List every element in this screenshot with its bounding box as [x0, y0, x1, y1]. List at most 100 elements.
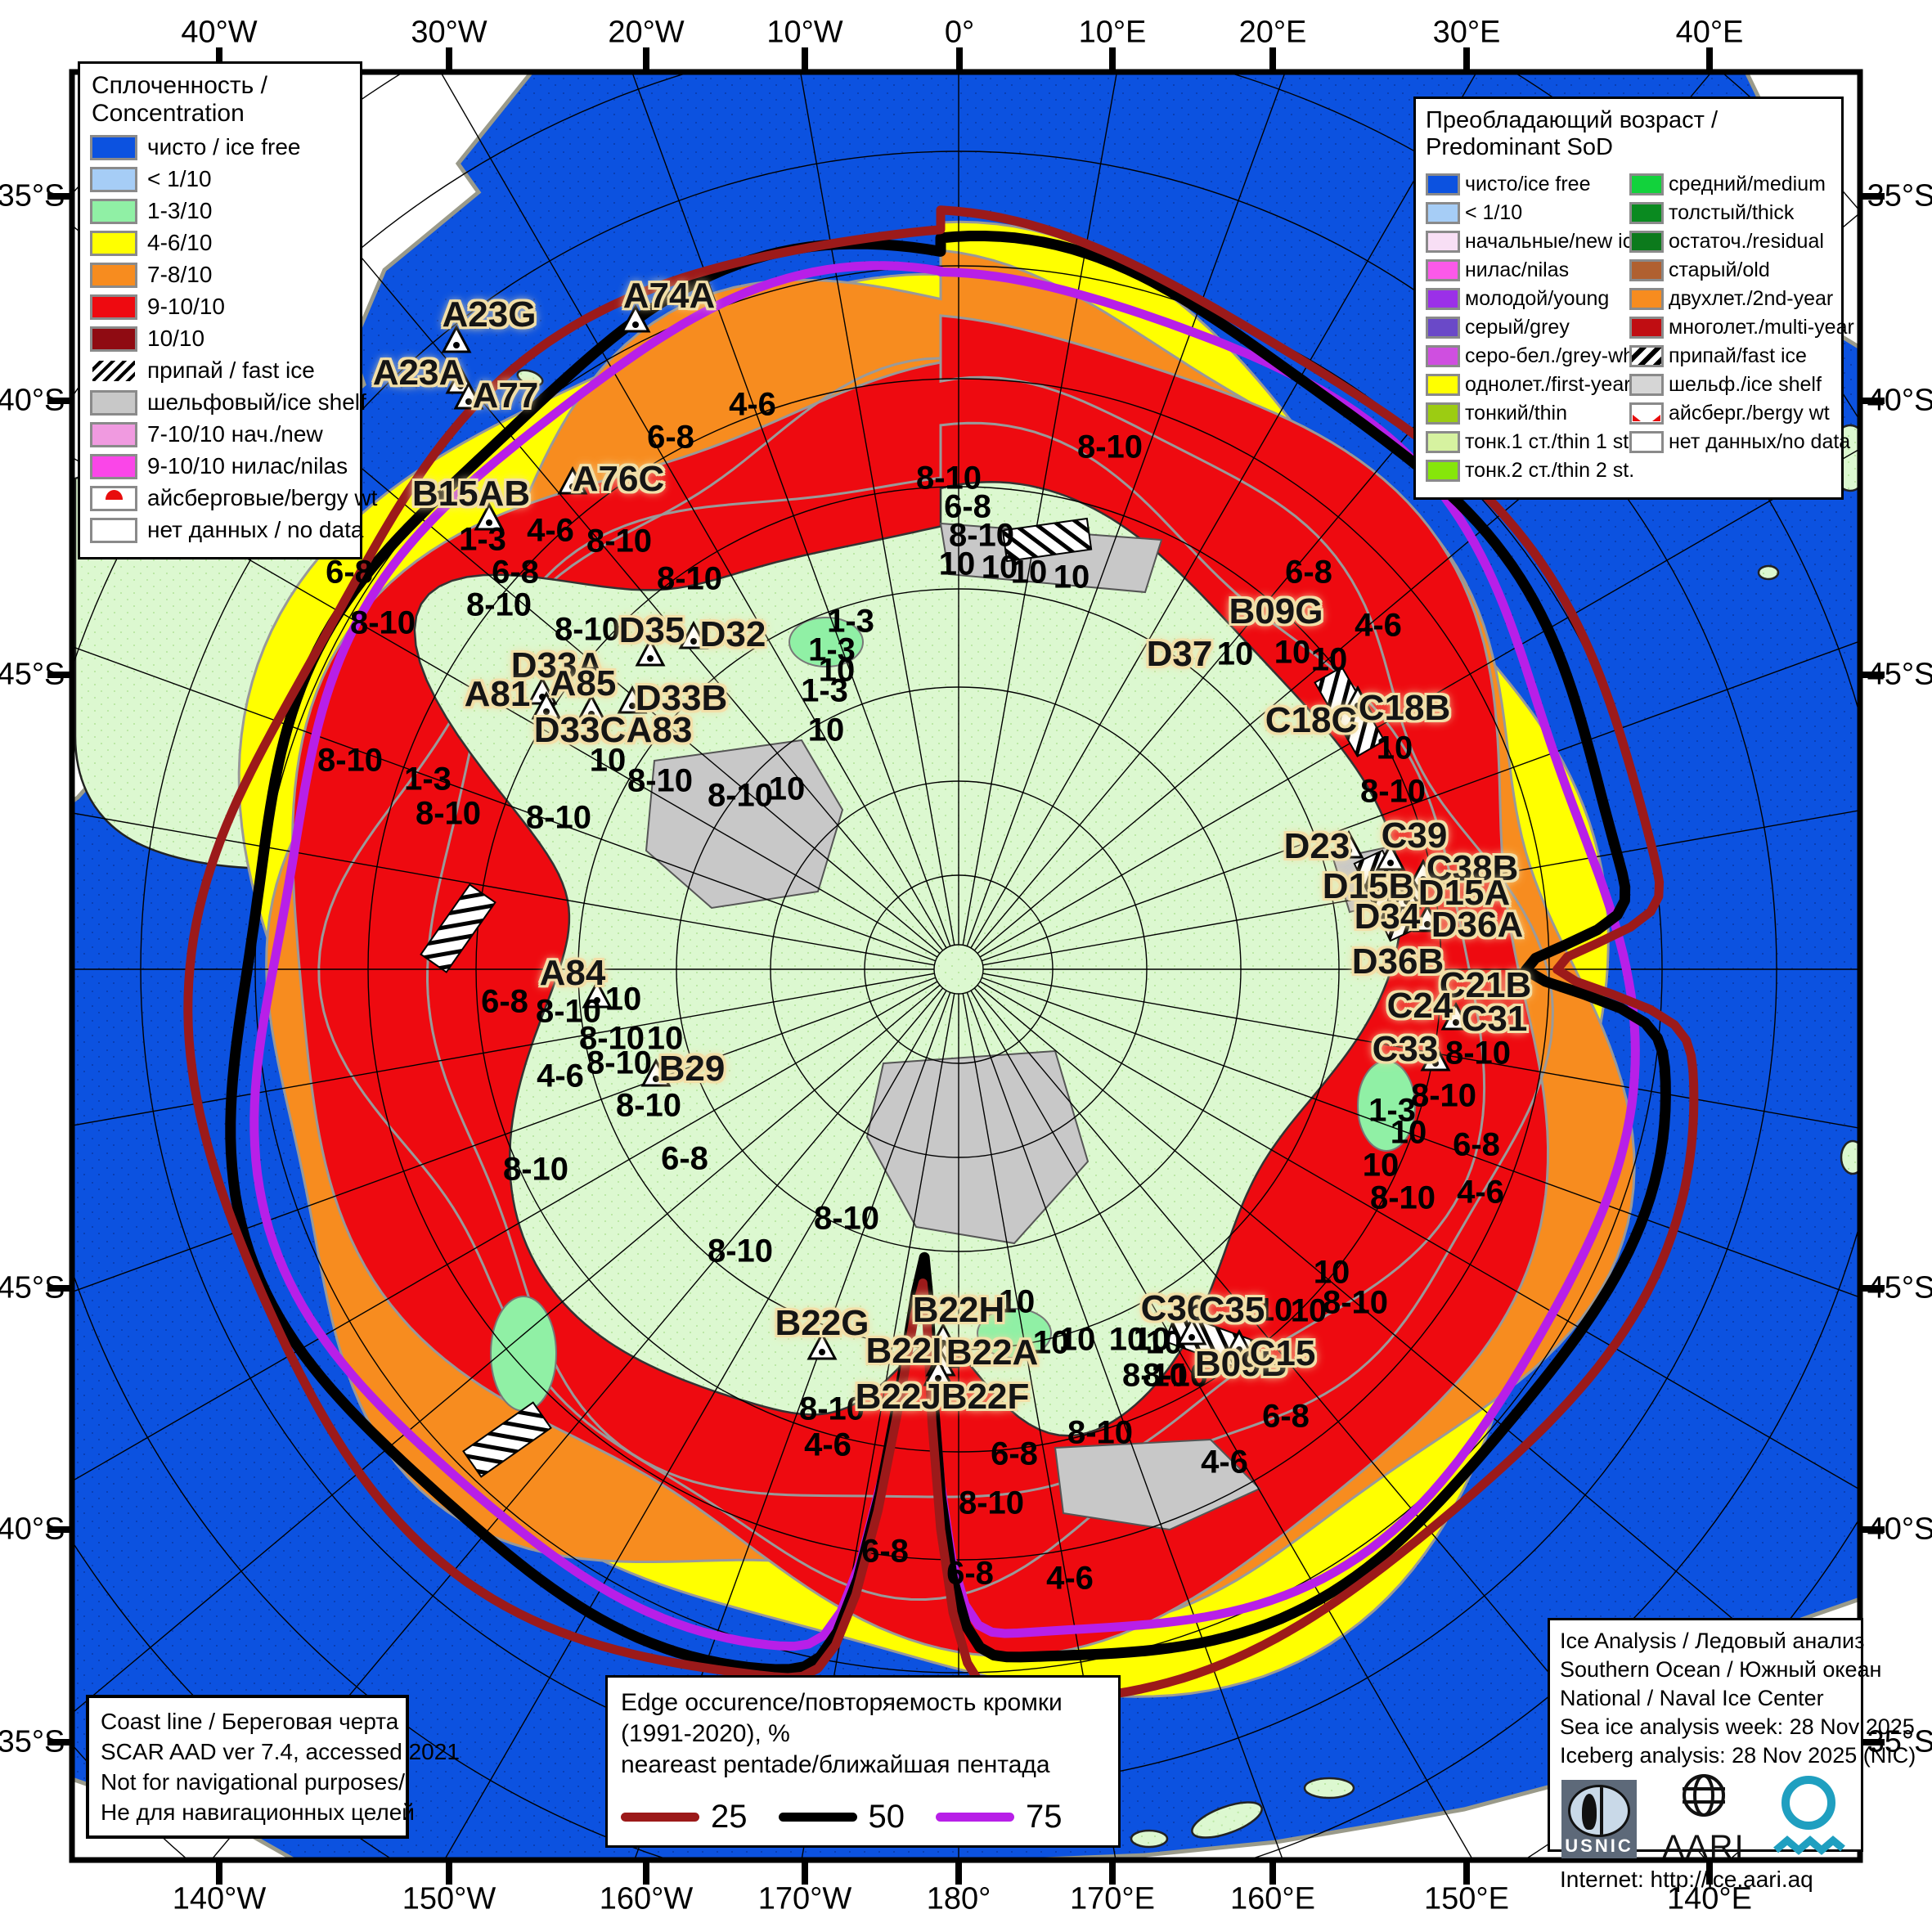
legend-label: старый/old — [1669, 258, 1770, 281]
iceberg-marker-icon — [1224, 1328, 1255, 1358]
legend-label: айсберг./bergy wt — [1669, 402, 1830, 425]
legend-swatch — [90, 326, 137, 352]
legend-item: 9-10/10 — [90, 294, 350, 320]
legend-item: однолет./first-year — [1426, 373, 1631, 397]
legend-swatch — [90, 453, 137, 479]
iceberg-marker-icon — [1176, 1316, 1207, 1346]
coast-line-1: Coast line / Береговая черта — [101, 1709, 399, 1734]
edge-legend-item: 25 — [621, 1799, 748, 1835]
legend-swatch — [1426, 259, 1460, 281]
legend-concentration-title: Сплоченность / Concentration — [92, 72, 267, 127]
legend-swatch — [1629, 345, 1664, 367]
legend-swatch — [90, 262, 137, 288]
legend-swatch — [90, 517, 137, 543]
legend-swatch — [90, 230, 137, 256]
usnic-logo-text: USNIC — [1565, 1835, 1633, 1856]
edge-line-value: 25 — [711, 1799, 748, 1835]
legend-label: тонкий/thin — [1465, 402, 1567, 425]
iceberg-marker-icon — [1375, 842, 1406, 871]
legend-item: молодой/young — [1426, 287, 1629, 311]
legend-label: < 1/10 — [147, 166, 212, 191]
legend-label: < 1/10 — [1465, 201, 1523, 224]
legend-item: чисто / ice free — [90, 134, 350, 160]
legend-label: шельф./ice shelf — [1669, 373, 1822, 396]
legend-label: 4-6/10 — [147, 230, 213, 255]
legend-item: многолет./multi-year — [1629, 316, 1854, 339]
iceberg-marker-icon — [474, 501, 505, 531]
legend-item: < 1/10 — [90, 166, 350, 192]
iceberg-marker-icon — [678, 620, 709, 649]
legend-item: 7-10/10 нач./new — [90, 421, 350, 447]
legend-item: припай/fast ice — [1629, 344, 1833, 368]
iceberg-marker-icon — [806, 1331, 838, 1360]
legend-swatch — [90, 166, 137, 192]
legend-label: толстый/thick — [1669, 201, 1795, 224]
legend-item: тонк.1 ст./thin 1 st. — [1426, 430, 1634, 454]
legend-item: серый/grey — [1426, 316, 1629, 339]
internet-url: Internet: http://ice.aari.aq — [1560, 1867, 1813, 1892]
legend-label: 9-10/10 нилас/nilas — [147, 453, 348, 479]
map-frame — [69, 69, 1863, 1863]
legend-item: толстый/thick — [1629, 201, 1833, 225]
legend-item: тонк.2 ст./thin 2 st. — [1426, 459, 1634, 483]
legend-item: чисто/ice free — [1426, 173, 1629, 196]
legend-sod: Преобладающий возраст / Predominant SoD … — [1413, 97, 1854, 500]
aq-logo — [1771, 1775, 1846, 1864]
legend-swatch — [1426, 231, 1460, 253]
legend-label: 10/10 — [147, 326, 205, 351]
legend-sod-right-column: средний/medium толстый/thick остаточ./resi… — [1629, 168, 1854, 487]
iceberg-marker-icon — [640, 1058, 672, 1087]
legend-swatch — [90, 294, 137, 320]
iceberg-marker-icon — [1412, 903, 1443, 932]
iceberg-marker-icon — [1408, 858, 1439, 887]
legend-item: 9-10/10 нилас/nilas — [90, 453, 350, 479]
iceberg-marker-icon — [635, 637, 666, 667]
coast-line-4: Не для навигационных целей — [101, 1799, 415, 1825]
iceberg-marker-icon — [1342, 685, 1373, 714]
legend-label: припай / fast ice — [147, 357, 315, 383]
legend-swatch — [1629, 231, 1664, 253]
legend-swatch — [1426, 402, 1460, 425]
legend-label: начальные/new ice — [1465, 230, 1645, 253]
legend-swatch — [1426, 460, 1460, 482]
legend-swatch — [1629, 173, 1664, 195]
legend-swatch — [90, 389, 137, 416]
legend-swatch — [1629, 431, 1664, 453]
legend-label: припай/fast ice — [1669, 344, 1807, 367]
legend-item: средний/medium — [1629, 173, 1833, 196]
ice-analysis-info-box: Ice Analysis / Ледовый анализ Southern O… — [1548, 1618, 1916, 1892]
legend-item: серо-бел./grey-wh. — [1426, 344, 1640, 368]
info-line-2: Southern Ocean / Южный океан — [1560, 1657, 1882, 1682]
legend-label: нет данных/no data — [1669, 430, 1851, 453]
legend-swatch — [1629, 202, 1664, 224]
legend-label: чисто/ice free — [1465, 173, 1591, 195]
legend-item: шельфовый/ice shelf — [90, 389, 366, 416]
iceberg-marker-icon — [1333, 829, 1364, 859]
iceberg-marker-icon — [1391, 880, 1422, 910]
legend-label: чисто / ice free — [147, 134, 301, 160]
legend-label: молодой/young — [1465, 287, 1610, 310]
coast-line-2: SCAR AAD ver 7.4, accessed 2021 — [101, 1739, 460, 1764]
legend-concentration-items: чисто / ice free < 1/10 1-3/10 4-6/10 7-8/10… — [90, 134, 377, 543]
iceberg-marker-icon — [617, 685, 648, 714]
edge-legend-item: 50 — [778, 1799, 905, 1835]
legend-item: остаточ./residual — [1629, 230, 1833, 254]
legend-swatch — [90, 357, 137, 384]
iceberg-marker-icon — [582, 979, 613, 1009]
legend-label: тонк.1 ст./thin 1 st. — [1465, 430, 1635, 453]
axis-ticks — [47, 47, 1885, 1885]
aari-logo-text: AARI — [1662, 1829, 1746, 1865]
legend-label: многолет./multi-year — [1669, 316, 1854, 339]
iceberg-marker-icon — [453, 380, 484, 410]
legend-label: средний/medium — [1669, 173, 1826, 195]
aari-logo: AARI — [1662, 1772, 1745, 1866]
iceberg-marker-icon — [557, 465, 588, 495]
legend-swatch — [1426, 374, 1460, 396]
legend-swatch — [1426, 317, 1460, 339]
iceberg-marker-icon — [1420, 1042, 1451, 1072]
edge-occurrence-box: Edge occurence/повторяемость кромки (199… — [605, 1675, 1121, 1848]
legend-item: 1-3/10 — [90, 198, 350, 224]
coast-line-box: Coast line / Береговая черта SCAR AAD ve… — [86, 1695, 460, 1839]
legend-concentration: Сплоченность / Concentration чисто / ice… — [78, 61, 377, 559]
legend-item: начальные/new ice — [1426, 230, 1644, 254]
